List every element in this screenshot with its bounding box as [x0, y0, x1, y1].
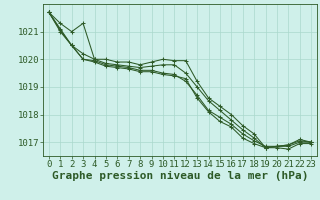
X-axis label: Graphe pression niveau de la mer (hPa): Graphe pression niveau de la mer (hPa) [52, 171, 308, 181]
